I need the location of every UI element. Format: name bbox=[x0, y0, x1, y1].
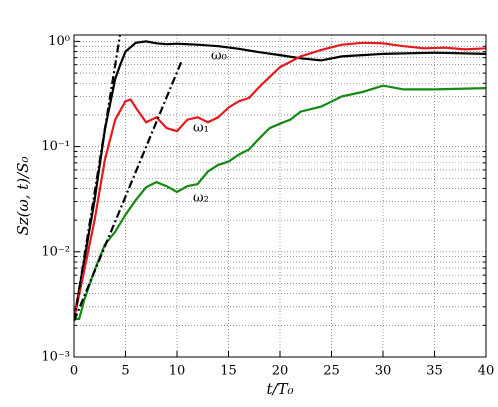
series-line bbox=[74, 40, 486, 321]
plot-frame bbox=[73, 34, 487, 358]
annotation: ω₂ bbox=[193, 191, 209, 206]
x-tick-label: 40 bbox=[478, 364, 495, 379]
series-line bbox=[74, 84, 486, 320]
x-tick-label: 5 bbox=[121, 364, 129, 379]
x-tick-label: 35 bbox=[426, 364, 443, 379]
annotation: ω₁ bbox=[193, 121, 209, 136]
series-line bbox=[74, 41, 486, 320]
x-tick-label: 25 bbox=[323, 364, 340, 379]
y-tick-label: 10⁻³ bbox=[41, 350, 70, 365]
x-axis-label: t/T₀ bbox=[266, 380, 293, 398]
x-tick-label: 0 bbox=[70, 364, 78, 379]
x-tick-label: 10 bbox=[169, 364, 186, 379]
x-tick-label: 20 bbox=[272, 364, 289, 379]
annotation: ω₀ bbox=[211, 49, 227, 64]
y-tick-label: 10⁻² bbox=[41, 244, 70, 259]
series-line bbox=[74, 59, 184, 322]
y-tick-label: 10⁰ bbox=[48, 34, 70, 49]
series-line bbox=[74, 35, 122, 322]
y-axis-label: Sᴢ(ω, t)/S₀ bbox=[14, 156, 32, 235]
x-tick-label: 15 bbox=[220, 364, 237, 379]
y-tick-label: 10⁻¹ bbox=[41, 139, 70, 154]
x-tick-label: 30 bbox=[375, 364, 392, 379]
